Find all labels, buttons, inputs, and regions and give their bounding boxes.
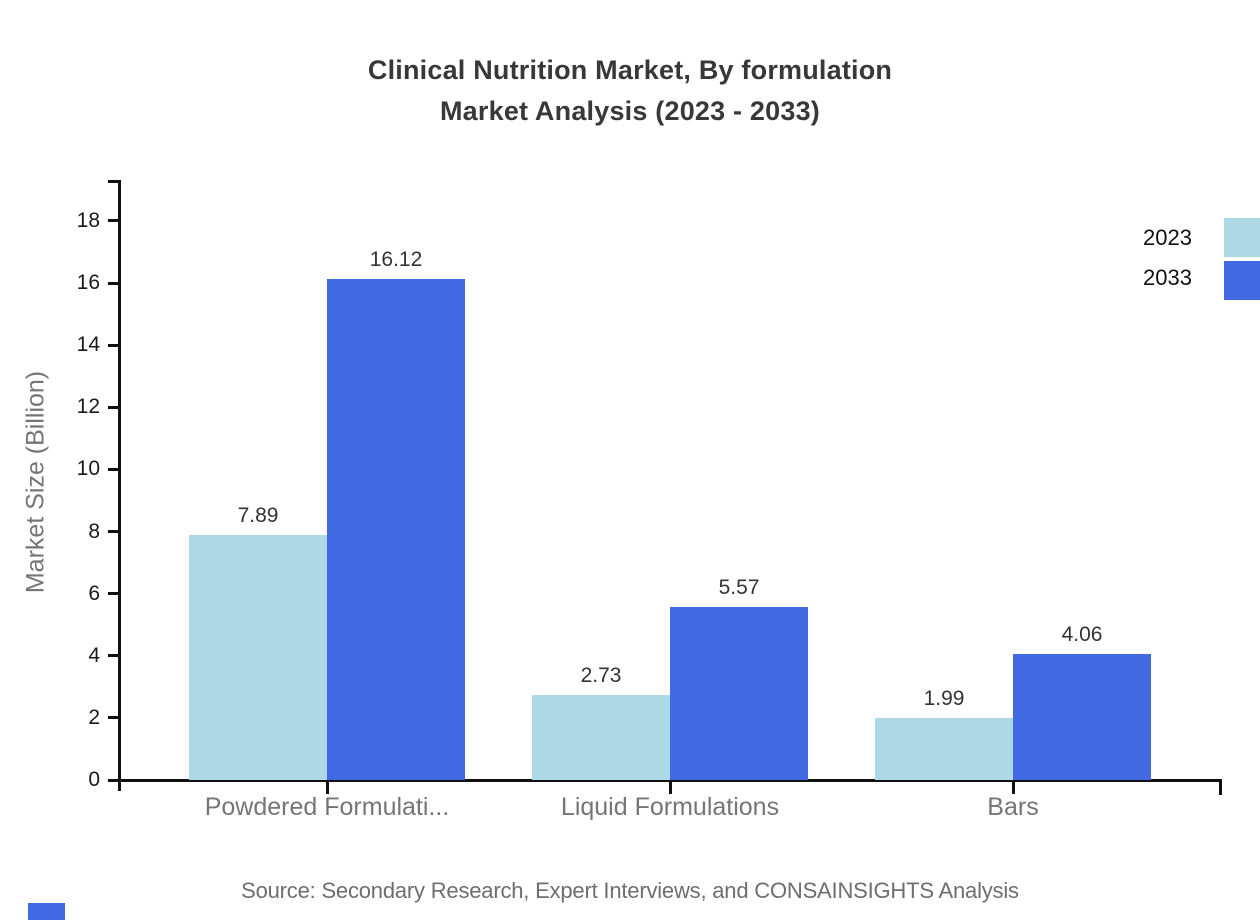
bar-2023-2 xyxy=(532,695,670,780)
y-tick xyxy=(108,219,118,223)
y-tick xyxy=(108,530,118,533)
y-tick-label: 8 xyxy=(88,519,100,543)
bar-value-label: 2.73 xyxy=(580,664,622,688)
y-tick xyxy=(108,405,118,409)
legend-label-2023: 2023 xyxy=(1143,225,1192,250)
legend-label-2033: 2033 xyxy=(1143,265,1192,290)
y-tick xyxy=(108,592,118,596)
y-tick xyxy=(108,778,118,782)
y-axis-line xyxy=(118,180,121,791)
bottom-left-blue-square xyxy=(28,903,65,920)
legend-swatch-2033 xyxy=(1224,261,1260,300)
bar-value-label: 4.06 xyxy=(1061,622,1103,646)
bar-value-label: 1.99 xyxy=(923,687,965,711)
x-tick xyxy=(326,782,329,794)
x-axis-right-end-tick xyxy=(1219,782,1222,795)
category-label: Bars xyxy=(987,793,1039,821)
bar-2023-3 xyxy=(875,718,1013,780)
y-tick xyxy=(108,467,118,471)
y-tick-label: 2 xyxy=(88,705,100,729)
y-tick-label: 6 xyxy=(88,581,100,605)
chart-title-line1: Clinical Nutrition Market, By formulatio… xyxy=(367,55,893,85)
y-tick xyxy=(108,716,118,720)
bar-2023-1 xyxy=(189,534,327,780)
bar-value-label: 16.12 xyxy=(369,248,423,272)
y-axis-top-end-tick xyxy=(108,180,118,183)
legend-swatch-2023 xyxy=(1224,218,1260,257)
y-tick-label: 18 xyxy=(76,208,100,232)
y-tick xyxy=(108,654,118,658)
y-tick-label: 4 xyxy=(88,643,100,667)
y-tick xyxy=(108,281,118,285)
bar-value-label: 7.89 xyxy=(237,503,279,527)
y-tick xyxy=(108,343,118,347)
source-attribution: Source: Secondary Research, Expert Inter… xyxy=(241,878,1019,903)
y-tick-label: 14 xyxy=(76,333,100,357)
x-axis-line xyxy=(118,779,1222,782)
y-tick-label: 12 xyxy=(76,395,100,419)
category-label: Powdered Formulati... xyxy=(204,793,450,821)
chart-title-line2: Market Analysis (2023 - 2033) xyxy=(439,96,820,126)
category-label: Liquid Formulations xyxy=(560,793,780,821)
y-tick-label: 10 xyxy=(76,457,100,481)
x-tick xyxy=(669,782,672,794)
bar-2033-3 xyxy=(1013,653,1151,780)
y-tick-label: 16 xyxy=(76,271,100,294)
chart-title: Clinical Nutrition Market, By formulatio… xyxy=(0,50,1260,132)
bar-2033-1 xyxy=(327,279,465,780)
y-tick-label: 0 xyxy=(88,768,100,791)
x-tick xyxy=(1012,782,1015,794)
bar-2033-2 xyxy=(670,607,808,780)
bar-value-label: 5.57 xyxy=(718,576,760,599)
